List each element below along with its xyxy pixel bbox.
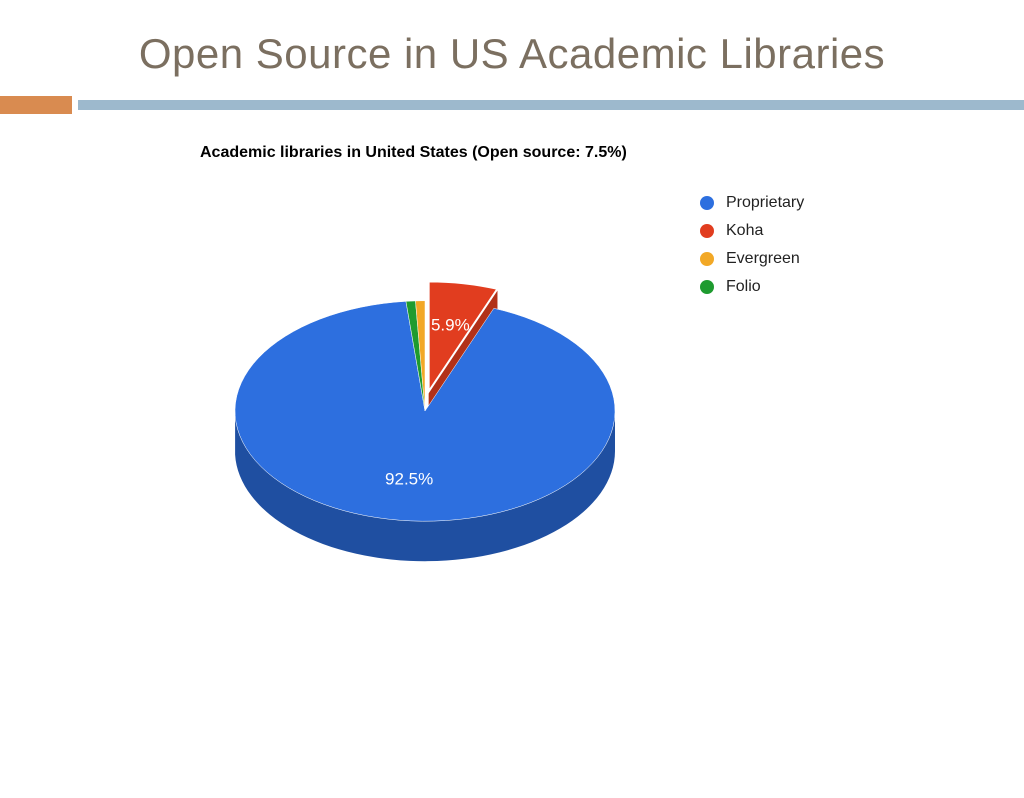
chart-title: Academic libraries in United States (Ope…: [200, 144, 1024, 162]
slide-title: Open Source in US Academic Libraries: [0, 30, 1024, 78]
legend-item: Koha: [700, 222, 804, 240]
pie-slice-label: 5.9%: [431, 315, 470, 334]
legend: Proprietary Koha Evergreen Folio: [700, 194, 804, 306]
legend-label: Proprietary: [726, 194, 804, 212]
legend-item: Folio: [700, 278, 804, 296]
legend-dot: [700, 224, 714, 238]
pie-slice-label: 92.5%: [385, 470, 433, 489]
legend-dot: [700, 196, 714, 210]
accent-bar: [0, 96, 1024, 114]
legend-item: Proprietary: [700, 194, 804, 212]
accent-block-right: [78, 100, 1024, 110]
legend-label: Evergreen: [726, 250, 800, 268]
pie-chart: 5.9% 92.5%: [180, 176, 700, 656]
legend-label: Koha: [726, 222, 763, 240]
accent-block-left: [0, 96, 72, 114]
chart-area: Academic libraries in United States (Ope…: [140, 144, 1024, 656]
legend-dot: [700, 252, 714, 266]
legend-dot: [700, 280, 714, 294]
pie-wrap: 5.9% 92.5% Proprietary Koha Evergreen Folio: [140, 176, 840, 656]
legend-label: Folio: [726, 278, 761, 296]
legend-item: Evergreen: [700, 250, 804, 268]
